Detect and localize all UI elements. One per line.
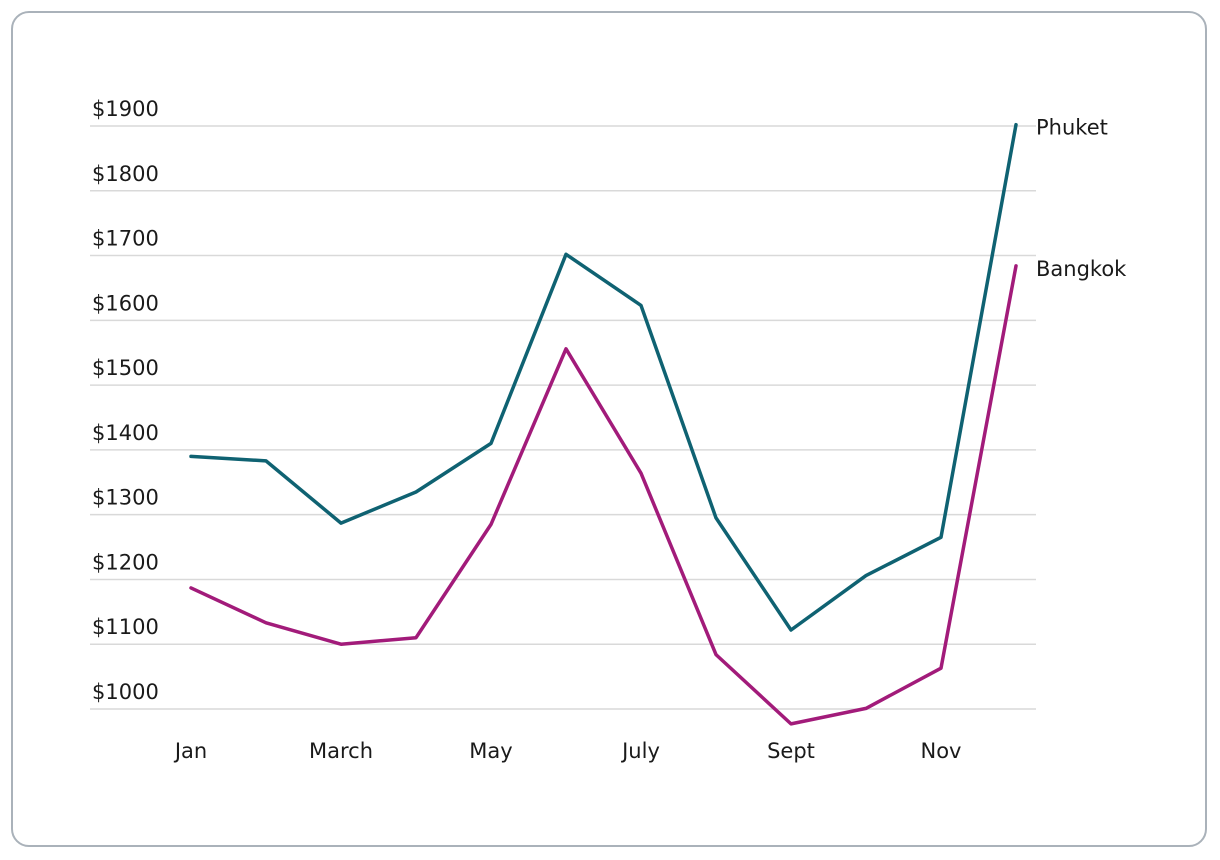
y-tick-label: $1700: [92, 227, 159, 251]
series-labels: Phuket Bangkok: [1036, 116, 1127, 281]
y-tick-label: $1400: [92, 421, 159, 445]
chart-card: [11, 11, 1207, 847]
y-tick-label: $1000: [92, 680, 159, 704]
y-tick-label: $1900: [92, 97, 159, 121]
x-tick-label: Sept: [767, 739, 815, 763]
y-tick-label: $1500: [92, 356, 159, 380]
series-label-phuket: Phuket: [1036, 116, 1108, 140]
series-line-phuket: [189, 122, 1018, 632]
y-tick-label: $1200: [92, 550, 159, 574]
gridlines: [90, 125, 1036, 710]
x-tick-label: Nov: [921, 739, 962, 763]
x-tick-label: May: [469, 739, 512, 763]
x-tick-label: July: [620, 739, 660, 763]
series-lines: [189, 122, 1018, 726]
y-axis-tick-labels: $1000 $1100 $1200 $1300 $1400 $1500 $1600 $1700…: [92, 97, 159, 704]
y-tick-label: $1100: [92, 615, 159, 639]
x-axis-tick-labels: Jan March May July Sept Nov: [173, 739, 962, 763]
series-line-bangkok: [189, 264, 1018, 726]
y-tick-label: $1800: [92, 162, 159, 186]
x-tick-label: March: [309, 739, 373, 763]
y-tick-label: $1300: [92, 486, 159, 510]
y-tick-label: $1600: [92, 291, 159, 315]
x-tick-label: Jan: [173, 739, 207, 763]
series-label-bangkok: Bangkok: [1036, 257, 1127, 281]
